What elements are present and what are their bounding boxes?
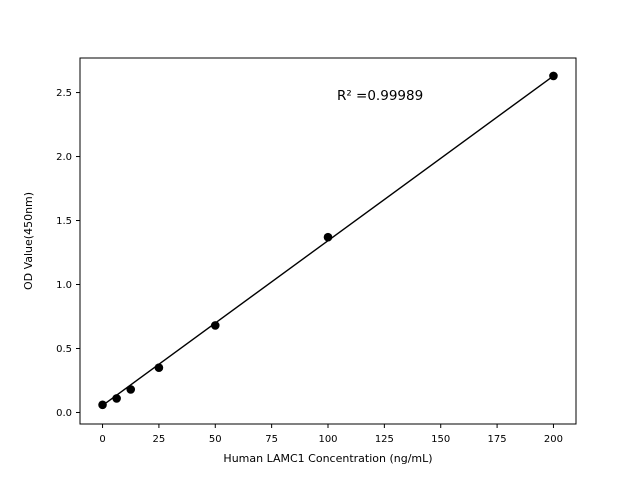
x-tick-label: 150	[431, 434, 450, 445]
r-squared-annotation: R² =0.99989	[337, 88, 423, 104]
data-point	[98, 400, 107, 410]
y-tick-label: 1.0	[56, 280, 72, 291]
y-axis-label: OD Value(450nm)	[22, 192, 35, 290]
y-tick-label: 0.5	[56, 344, 72, 355]
y-tick-label: 2.0	[56, 152, 72, 163]
y-tick-label: 2.5	[56, 88, 72, 99]
x-tick-label: 0	[99, 434, 105, 445]
data-point	[126, 385, 136, 394]
data-point	[549, 71, 558, 81]
data-point	[210, 321, 220, 330]
x-tick-label: 25	[153, 434, 166, 445]
x-tick-label: 200	[544, 434, 563, 445]
data-point	[112, 394, 121, 403]
x-tick-label: 100	[318, 434, 337, 445]
data-point	[323, 232, 333, 242]
x-tick-label: 125	[375, 434, 394, 445]
x-tick-label: 50	[209, 434, 222, 445]
x-axis-label: Human LAMC1 Concentration (ng/mL)	[223, 452, 432, 465]
data-point	[154, 363, 164, 372]
y-tick-label: 0.0	[56, 408, 72, 419]
x-tick-label: 175	[488, 434, 507, 445]
x-tick-label: 75	[265, 434, 278, 445]
y-tick-label: 1.5	[56, 216, 72, 227]
